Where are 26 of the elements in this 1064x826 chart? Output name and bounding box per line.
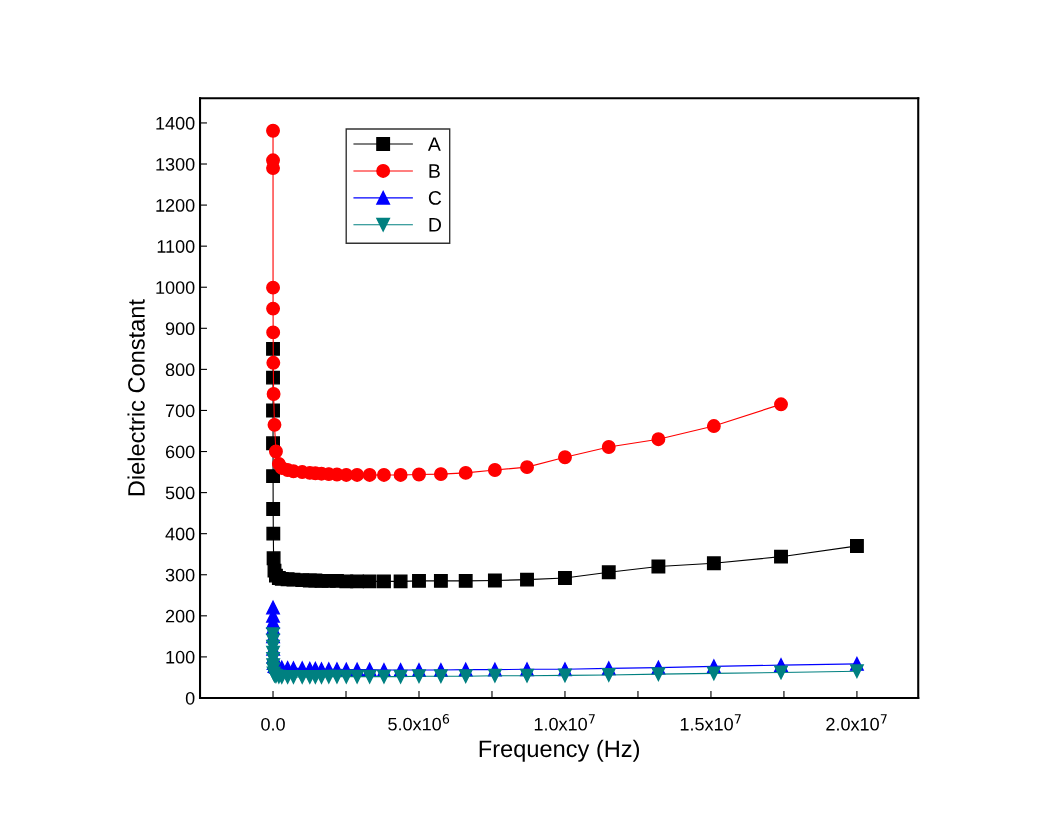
y-tick-label: 1000 (156, 281, 195, 294)
legend-label: A (427, 137, 441, 151)
y-tick-label: 900 (165, 322, 195, 336)
x-tick-label: 2.0x10$^{7}$ (826, 714, 887, 731)
y-tick-label: 0 (185, 691, 195, 705)
y-tick-label: 600 (165, 445, 195, 459)
y-tick-label: 1300 (156, 157, 195, 171)
y-tick-label: 200 (165, 609, 195, 623)
x-axis-title: Frequency (Hz) (479, 739, 640, 762)
legend-label: B (429, 164, 440, 178)
x-tick-label: 1.5x10$^{7}$ (680, 714, 741, 731)
y-tick-label: 800 (165, 363, 195, 377)
y-tick-label: 1400 (156, 116, 195, 130)
y-tick-label: 300 (165, 568, 195, 582)
x-tick-label: 0.0 (261, 717, 285, 731)
y-tick-label: 1200 (156, 199, 195, 212)
x-tick-label: 1.0x10$^{7}$ (534, 714, 595, 731)
y-tick-label: 700 (165, 404, 195, 418)
legend-label: C (428, 191, 442, 205)
y-tick-label: 400 (165, 527, 195, 541)
y-tick-label: 1100 (157, 240, 195, 253)
y-tick-label: 100 (166, 650, 195, 664)
y-axis-title: Dielectric Constant (127, 299, 145, 496)
legend-label: D (429, 218, 441, 232)
x-tick-label: 5.0x10$^{6}$ (388, 714, 450, 731)
y-tick-label: 500 (165, 486, 195, 500)
